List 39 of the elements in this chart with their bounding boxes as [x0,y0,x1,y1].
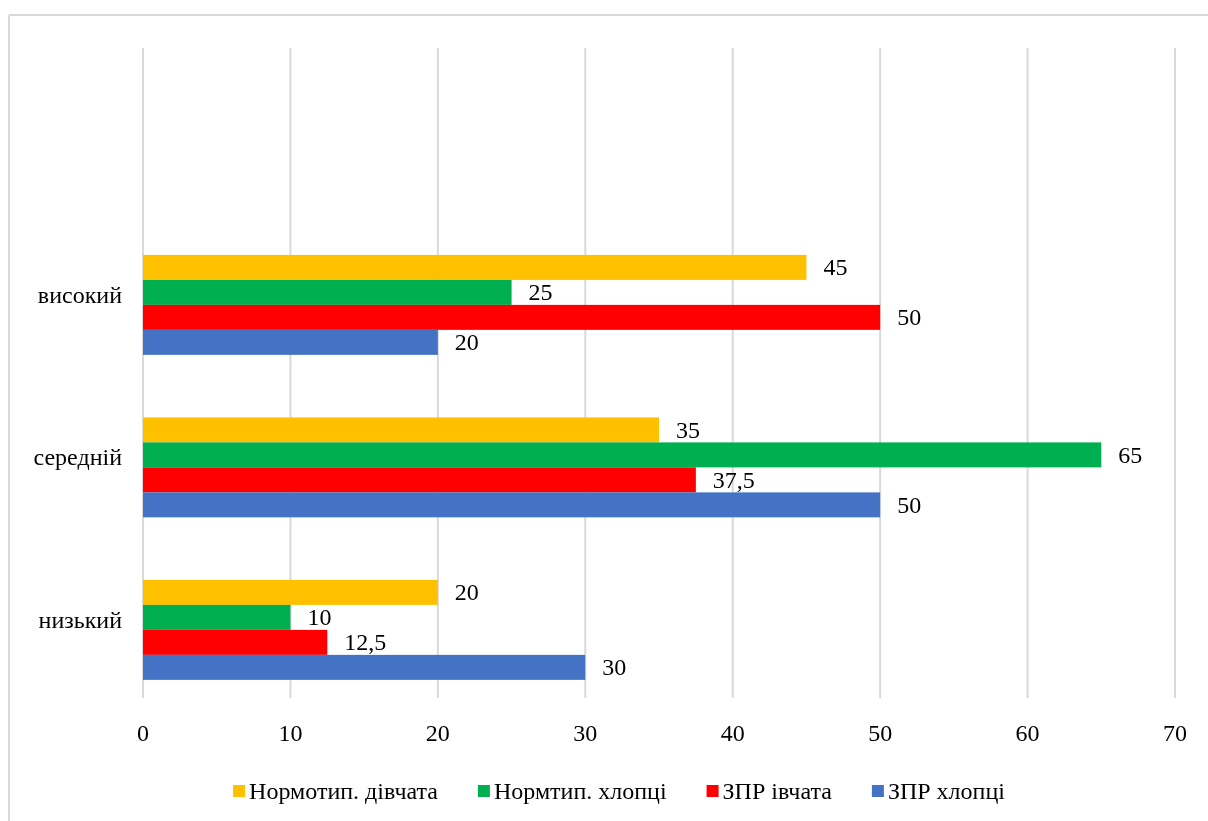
bar [143,304,881,330]
bar [143,417,659,443]
bar [143,254,807,280]
x-tick-label: 10 [278,720,303,746]
x-tick-label: 40 [720,720,745,746]
data-label: 20 [454,579,479,606]
x-tick-label: 60 [1015,720,1040,746]
x-tick-label: 0 [137,720,149,746]
data-label: 25 [528,279,553,306]
data-label: 35 [676,416,700,443]
x-tick-label: 50 [868,720,893,746]
bar [143,579,438,605]
data-label: 50 [897,491,922,518]
data-label: 50 [897,304,922,331]
bar [143,442,1102,468]
y-tick-label: високий [37,281,123,308]
y-tick-label: низький [38,606,123,633]
data-label: 37,5 [712,466,755,493]
bar [143,492,881,518]
legend-label: ЗПР івчата [722,778,833,804]
data-label: 30 [602,654,627,681]
x-tick-label: 20 [425,720,450,746]
x-tick-label: 30 [573,720,598,746]
data-label: 10 [307,604,332,631]
bar [143,604,291,630]
data-label: 65 [1118,441,1143,468]
y-tick-label: середній [33,444,123,471]
data-label: 12,5 [344,629,387,656]
bar [143,629,328,655]
legend-label: ЗПР хлопці [887,778,1006,804]
legend-label: Нормотип. дівчата [249,778,439,804]
x-tick-label: 70 [1163,720,1187,746]
bar [143,654,586,680]
data-label: 45 [823,254,848,281]
bar [143,467,696,493]
bar [143,279,512,305]
bar [143,329,438,355]
data-label: 20 [454,329,479,356]
legend-label: Нормтип. хлопці [493,778,667,804]
